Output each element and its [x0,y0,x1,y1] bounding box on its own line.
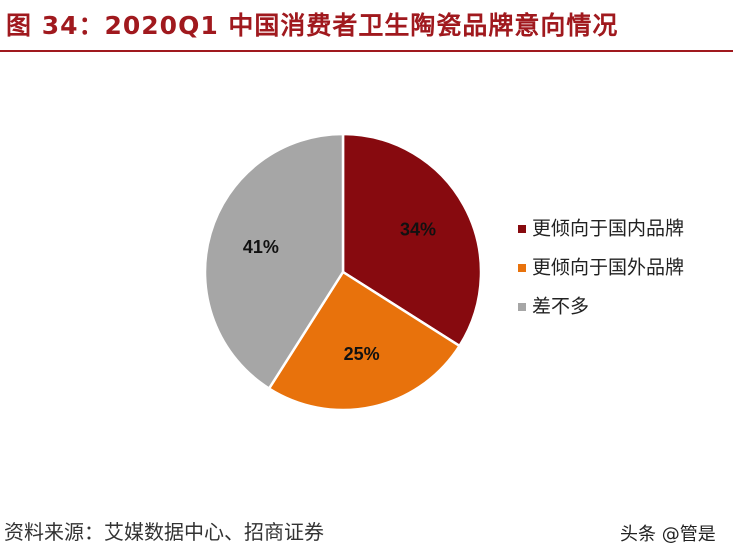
pie-slices [203,132,483,412]
legend-label-0: 更倾向于国内品牌 [532,218,684,240]
legend-label-2: 差不多 [532,296,589,318]
watermark: 头条 @管是 [620,524,716,545]
chart-title: 图 34：2020Q1 中国消费者卫生陶瓷品牌意向情况 [6,11,619,40]
slice-label-0: 34% [400,220,436,240]
legend-swatch-0 [518,225,526,233]
pie-slice-labels: 34% 25% 41% [243,220,436,365]
legend-label-1: 更倾向于国外品牌 [532,257,684,279]
legend-swatch-1 [518,264,526,272]
pie-slice-2 [203,132,345,391]
source-note: 资料来源：艾媒数据中心、招商证券 [4,520,324,544]
title-rule [0,50,733,52]
legend-swatch-2 [518,303,526,311]
pie-slice-1 [267,270,462,412]
slice-label-2: 41% [243,237,279,257]
slice-label-1: 25% [344,344,380,364]
